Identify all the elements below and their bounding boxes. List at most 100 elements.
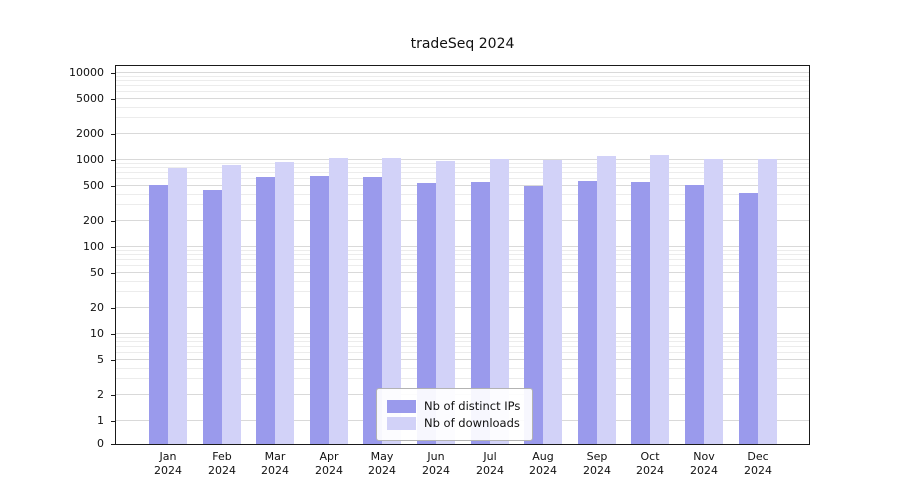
plot-area: Nb of distinct IPs Nb of downloads [115,65,810,445]
grid-line [116,352,809,353]
x-tick-month: Oct [640,450,660,463]
y-tick-mark [111,221,115,222]
legend-label-distinct-ips: Nb of distinct IPs [424,399,521,413]
y-tick-label: 2 [97,388,104,401]
y-tick-mark [111,273,115,274]
x-tick-month: Mar [264,450,286,463]
x-tick-year: 2024 [422,464,450,477]
y-tick-label: 2000 [76,127,104,140]
x-tick-month: Feb [212,450,232,463]
y-tick-label: 10 [90,327,104,340]
y-tick-mark [111,73,115,74]
grid-line [116,194,809,195]
x-tick-month: Sep [586,450,608,463]
grid-line [116,117,809,118]
x-tick-year: 2024 [636,464,664,477]
y-tick-mark [111,186,115,187]
grid-line [116,167,809,168]
x-tick-year: 2024 [368,464,396,477]
legend-row-downloads: Nb of downloads [387,416,520,430]
bar-downloads-oct [650,155,669,444]
y-tick-label: 20 [90,301,104,314]
grid-line [116,220,809,221]
grid-line [116,246,809,247]
y-tick-label: 1000 [76,153,104,166]
y-tick-mark [111,444,115,445]
y-tick-mark [111,134,115,135]
x-tick-month: May [370,450,394,463]
bar-distinct-ips-may [363,177,382,444]
y-tick-mark [111,160,115,161]
x-tick-year: 2024 [744,464,772,477]
x-tick-label: Feb 2024 [194,450,250,478]
grid-line [116,85,809,86]
y-tick-mark [111,99,115,100]
y-tick-label: 1 [97,414,104,427]
bar-distinct-ips-feb [203,190,222,444]
grid-line [116,133,809,134]
grid-line [116,291,809,292]
x-tick-label: Mar 2024 [247,450,303,478]
x-tick-year: 2024 [690,464,718,477]
bar-distinct-ips-apr [310,176,329,444]
bar-distinct-ips-nov [685,185,704,444]
y-tick-label: 5 [97,353,104,366]
x-tick-label: Jan 2024 [140,450,196,478]
legend-row-distinct-ips: Nb of distinct IPs [387,399,520,413]
y-tick-label: 10000 [69,66,104,79]
bar-downloads-jun [436,161,455,444]
bar-distinct-ips-mar [256,177,275,444]
y-tick-mark [111,247,115,248]
grid-line [116,378,809,379]
grid-line [116,163,809,164]
x-tick-year: 2024 [583,464,611,477]
bar-downloads-feb [222,165,241,444]
x-tick-year: 2024 [208,464,236,477]
chart-title: tradeSeq 2024 [410,36,515,52]
grid-line [116,254,809,255]
grid-line [116,281,809,282]
x-tick-year: 2024 [476,464,504,477]
legend-swatch-downloads [387,416,416,430]
grid-line [116,172,809,173]
grid-line [116,259,809,260]
x-tick-label: Aug 2024 [515,450,571,478]
y-tick-label: 200 [83,214,104,227]
bar-distinct-ips-sep [578,181,597,444]
bar-downloads-may [382,158,401,444]
bar-distinct-ips-jul [471,182,490,444]
x-tick-year: 2024 [315,464,343,477]
legend-label-downloads: Nb of downloads [424,416,520,430]
bar-distinct-ips-oct [631,182,650,444]
grid-line [116,346,809,347]
grid-line [116,91,809,92]
grid-line [116,178,809,179]
x-tick-month: Jul [483,450,497,463]
grid-line [116,107,809,108]
x-tick-month: Jun [427,450,445,463]
grid-line [116,204,809,205]
grid-line [116,359,809,360]
y-tick-mark [111,360,115,361]
bar-downloads-jan [168,168,187,444]
bar-downloads-dec [758,159,777,444]
grid-line [116,307,809,308]
x-tick-label: Jun 2024 [408,450,464,478]
grid-line [116,337,809,338]
x-tick-year: 2024 [261,464,289,477]
x-tick-label: Sep 2024 [569,450,625,478]
y-tick-label: 0 [97,437,104,450]
bar-distinct-ips-aug [524,186,543,444]
grid-line [116,333,809,334]
y-tick-label: 100 [83,240,104,253]
y-tick-label: 500 [83,179,104,192]
legend: Nb of distinct IPs Nb of downloads [376,388,534,441]
grid-line [116,159,809,160]
x-tick-month: Dec [747,450,769,463]
x-tick-year: 2024 [529,464,557,477]
bar-downloads-aug [543,160,562,444]
grid-line [116,80,809,81]
x-tick-label: Dec 2024 [730,450,786,478]
bar-downloads-sep [597,156,616,444]
grid-line [116,76,809,77]
